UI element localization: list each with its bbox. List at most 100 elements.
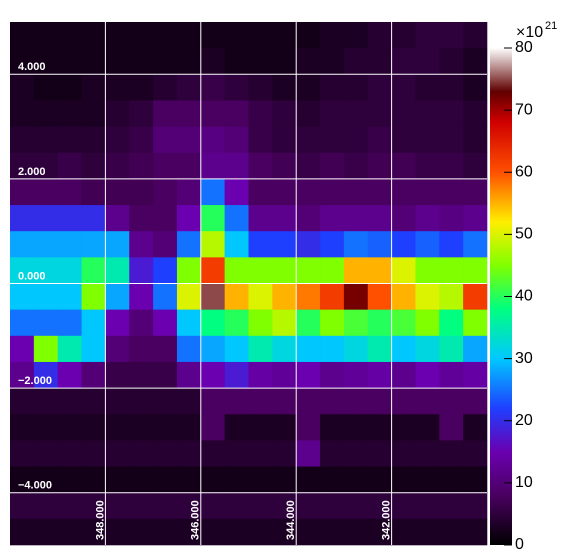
heat-cell xyxy=(392,467,416,493)
heat-cell xyxy=(249,205,273,231)
heat-cell xyxy=(368,440,392,466)
heat-cell xyxy=(392,519,416,545)
heat-cell xyxy=(392,74,416,100)
heat-cell xyxy=(463,388,487,414)
heat-cell xyxy=(344,519,368,545)
heat-cell xyxy=(344,284,368,310)
heat-cell xyxy=(439,310,463,336)
heat-cell xyxy=(320,74,344,100)
heat-cell xyxy=(344,414,368,440)
heat-cell xyxy=(58,48,82,74)
heat-cell xyxy=(320,48,344,74)
heat-cell xyxy=(105,205,129,231)
heat-cell xyxy=(82,388,106,414)
heat-cell xyxy=(34,74,58,100)
heat-cell xyxy=(296,153,320,179)
heat-cell xyxy=(320,467,344,493)
heat-cell xyxy=(58,22,82,48)
heat-cell xyxy=(34,414,58,440)
heat-cell xyxy=(439,388,463,414)
heat-cell xyxy=(439,414,463,440)
heat-cell xyxy=(392,440,416,466)
heat-cell xyxy=(105,336,129,362)
x-tick-label: 344.000 xyxy=(285,500,297,540)
heat-cell xyxy=(272,127,296,153)
heat-cell xyxy=(296,257,320,283)
heat-cell xyxy=(320,179,344,205)
heat-cell xyxy=(439,493,463,519)
heat-cell xyxy=(344,127,368,153)
heat-cell xyxy=(392,100,416,126)
heat-cell xyxy=(201,310,225,336)
heat-cell xyxy=(439,362,463,388)
heat-cell xyxy=(249,100,273,126)
heat-cell xyxy=(82,127,106,153)
heat-cell xyxy=(177,74,201,100)
heat-cell xyxy=(463,493,487,519)
heat-cell xyxy=(153,284,177,310)
heat-cell xyxy=(463,414,487,440)
heat-cell xyxy=(296,74,320,100)
heat-cell xyxy=(320,284,344,310)
heat-cell xyxy=(201,127,225,153)
heat-cell xyxy=(272,100,296,126)
color-bar-label: 80 xyxy=(515,39,533,56)
heat-cell xyxy=(272,362,296,388)
heat-cell xyxy=(344,336,368,362)
heat-cell xyxy=(439,336,463,362)
color-bar-label: 70 xyxy=(515,101,533,118)
heat-cell xyxy=(82,153,106,179)
heat-cell xyxy=(177,310,201,336)
heat-cell xyxy=(415,48,439,74)
heat-cell xyxy=(463,22,487,48)
heat-cell xyxy=(105,257,129,283)
heat-cell xyxy=(344,179,368,205)
heat-cell xyxy=(463,257,487,283)
heat-cell xyxy=(153,74,177,100)
y-tick-label: 0.000 xyxy=(18,270,46,282)
heat-cell xyxy=(344,388,368,414)
heat-cell xyxy=(225,179,249,205)
heat-cell xyxy=(105,388,129,414)
heat-cell xyxy=(296,493,320,519)
heat-cell xyxy=(225,388,249,414)
heat-cell xyxy=(129,153,153,179)
color-bar-label: 10 xyxy=(515,474,533,491)
color-bar-label: 30 xyxy=(515,350,533,367)
heat-cell xyxy=(225,336,249,362)
heat-cell xyxy=(392,205,416,231)
heat-cell xyxy=(10,205,34,231)
heat-cell xyxy=(34,100,58,126)
heat-cell xyxy=(201,336,225,362)
heat-cell xyxy=(153,467,177,493)
heat-cell xyxy=(82,231,106,257)
heat-cell xyxy=(392,127,416,153)
heat-cell xyxy=(368,310,392,336)
heat-cell xyxy=(225,127,249,153)
heat-cell xyxy=(272,179,296,205)
heat-cell xyxy=(177,440,201,466)
heat-cell xyxy=(58,257,82,283)
heat-cell xyxy=(463,205,487,231)
heat-cell xyxy=(153,205,177,231)
heat-cell xyxy=(129,74,153,100)
heat-cell xyxy=(368,127,392,153)
heat-cell xyxy=(392,48,416,74)
heat-cell xyxy=(344,440,368,466)
heat-cell xyxy=(34,310,58,336)
heat-cell xyxy=(10,284,34,310)
heat-cell xyxy=(82,414,106,440)
heat-cell xyxy=(201,153,225,179)
heat-cell xyxy=(58,519,82,545)
heat-cell xyxy=(272,388,296,414)
heat-cell xyxy=(296,100,320,126)
heat-cell xyxy=(249,493,273,519)
heat-cell xyxy=(201,74,225,100)
heat-cell xyxy=(249,127,273,153)
heat-cell xyxy=(463,284,487,310)
heat-cell xyxy=(153,362,177,388)
heat-cell xyxy=(201,100,225,126)
color-bar-label: 60 xyxy=(515,163,533,180)
heat-cell xyxy=(249,153,273,179)
heat-cell xyxy=(58,467,82,493)
